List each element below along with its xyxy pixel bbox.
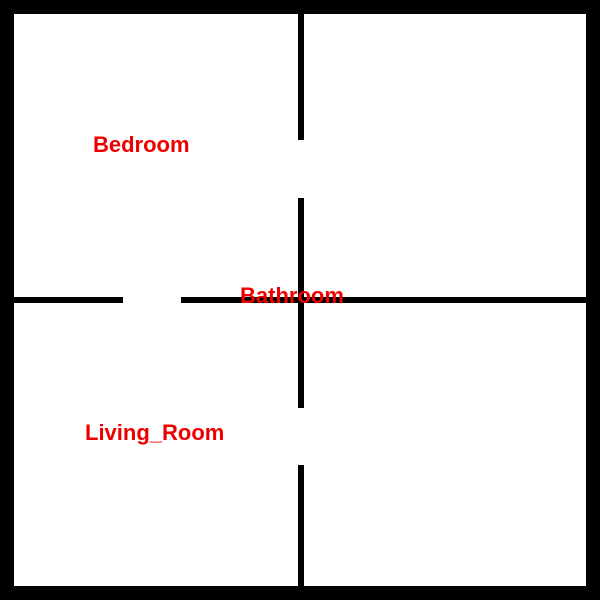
interior-wall-vertical-1 xyxy=(298,14,304,140)
interior-wall-horizontal-1 xyxy=(14,297,123,303)
room-label-living-room: Living_Room xyxy=(85,420,224,445)
outer-wall-top xyxy=(0,0,600,14)
room-labels: Bedroom Bathroom Living_Room xyxy=(85,132,344,445)
outer-wall-right xyxy=(586,0,600,600)
interior-wall-horizontal-2 xyxy=(181,297,586,303)
interior-wall-vertical-3 xyxy=(298,465,304,586)
outer-wall-left xyxy=(0,0,14,600)
room-label-bathroom: Bathroom xyxy=(240,283,344,308)
outer-wall-bottom xyxy=(0,586,600,600)
room-label-bedroom: Bedroom xyxy=(93,132,190,157)
